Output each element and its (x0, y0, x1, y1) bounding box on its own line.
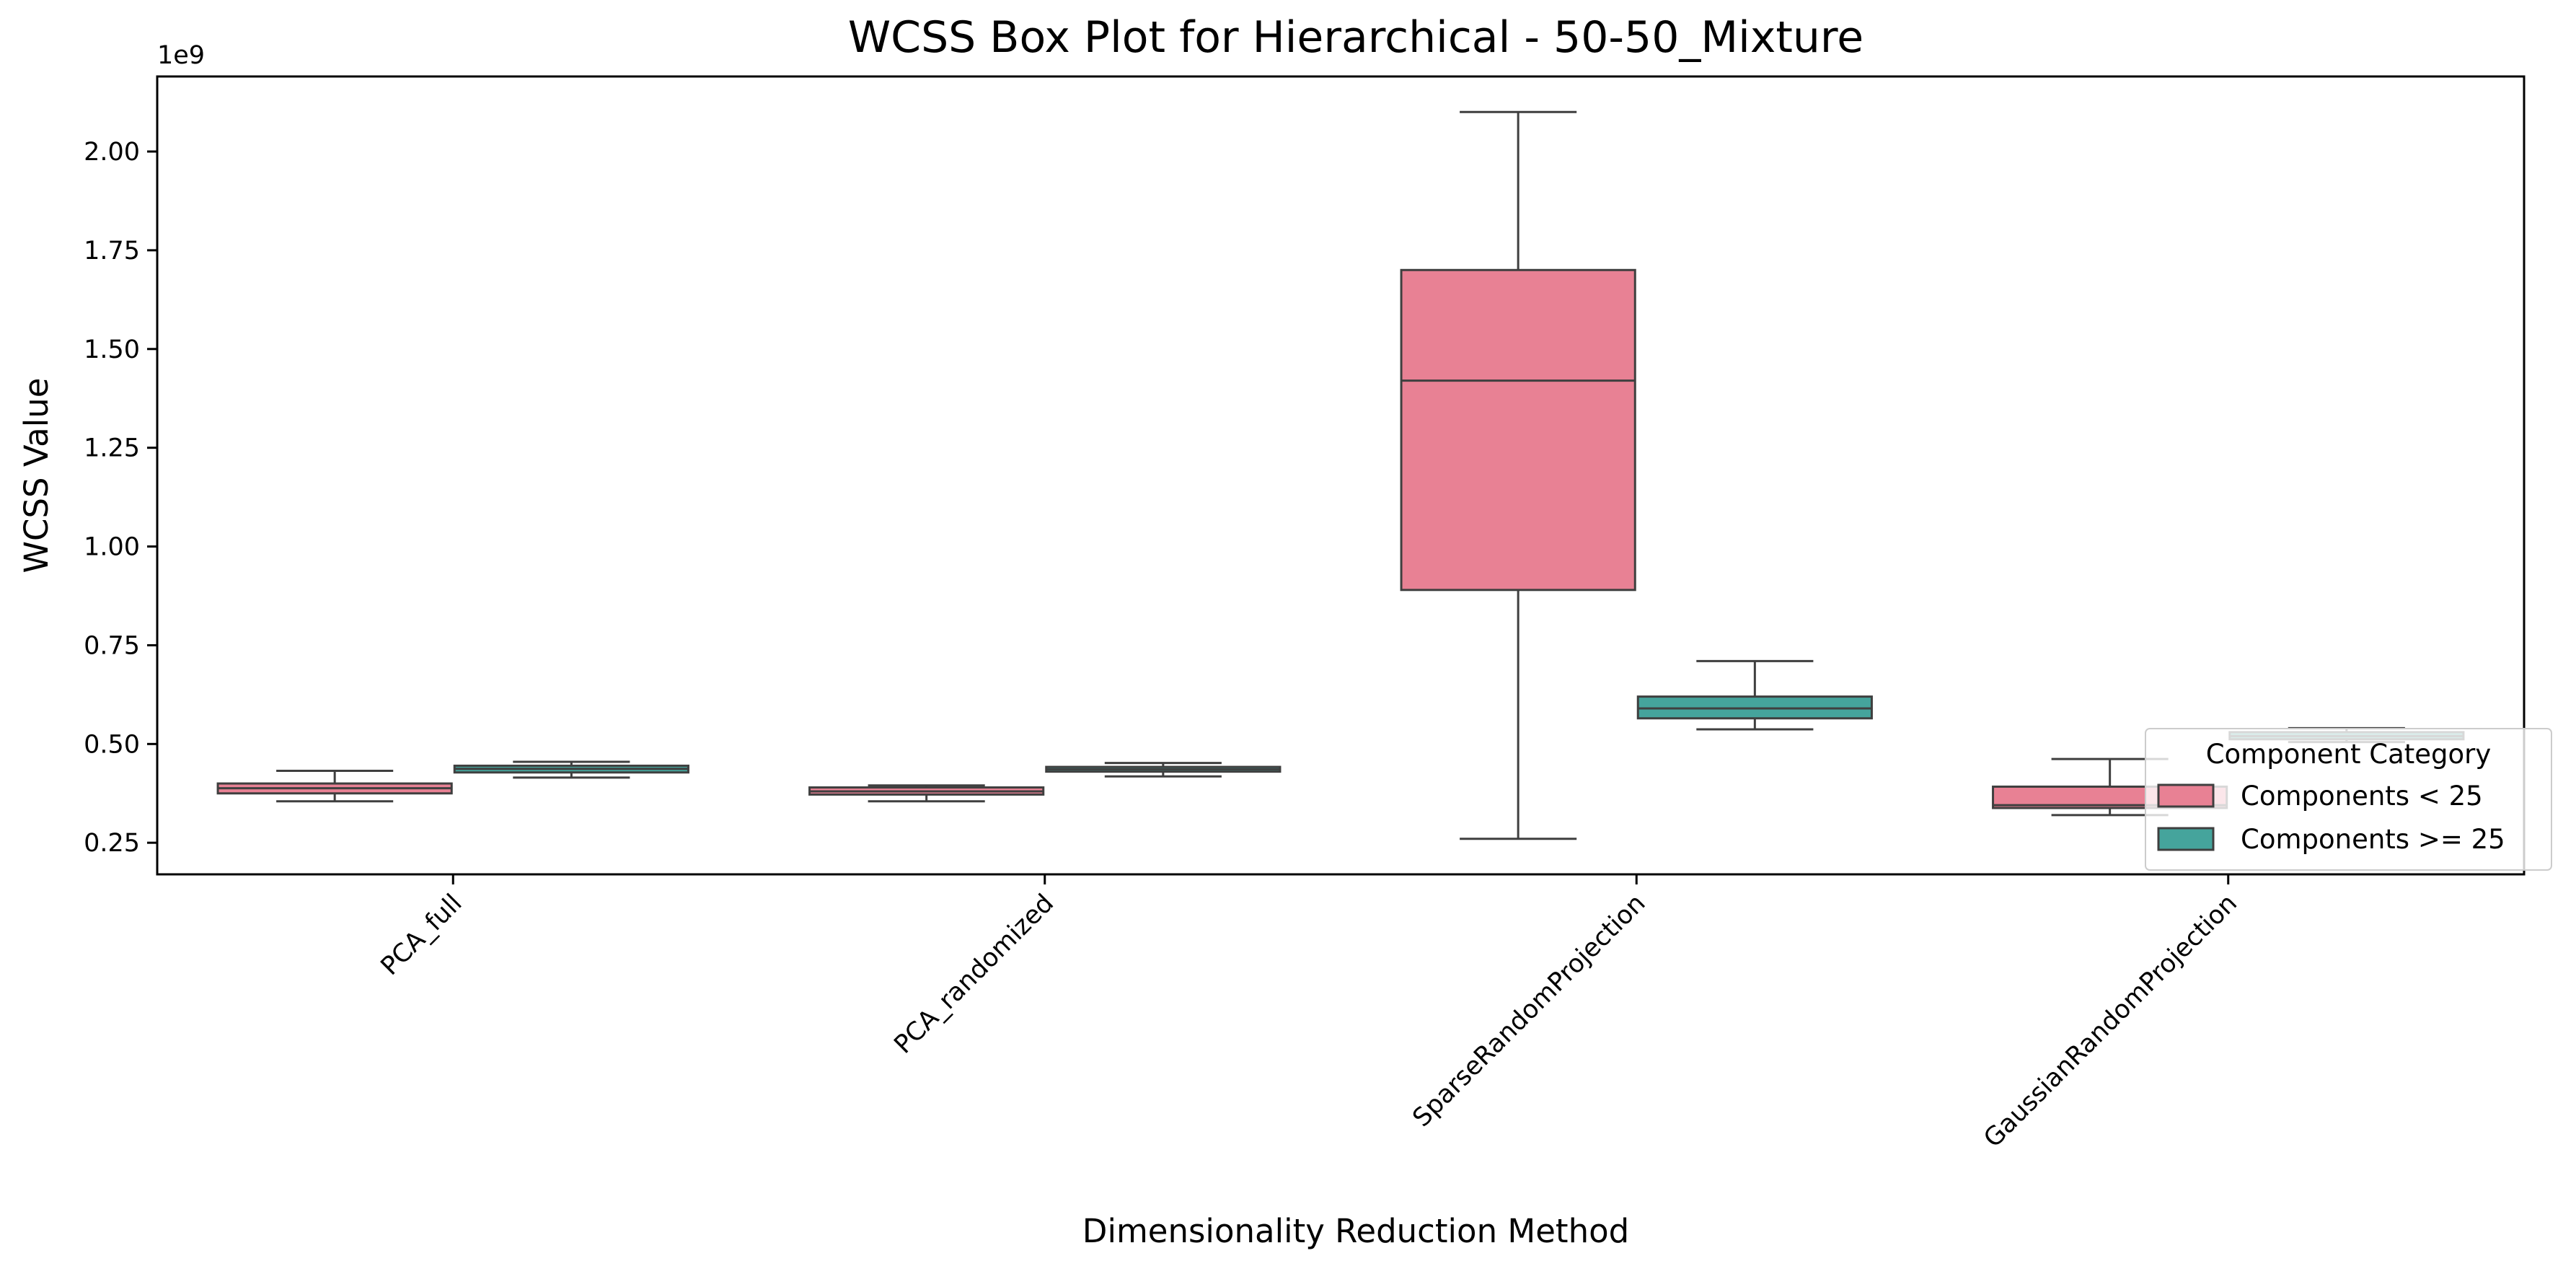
plot-frame (156, 75, 2526, 876)
legend-entry-label: Components >= 25 (2241, 824, 2505, 855)
box-1-1 (1045, 762, 1282, 778)
box-1-2 (1636, 659, 1873, 731)
y-axis: 0.25 0.50 0.75 1.00 1.25 1.50 1.75 2.00 (84, 138, 157, 858)
y-tick-label: 0.25 (84, 829, 140, 858)
y-tick-label: 1.00 (84, 533, 140, 562)
y-tick-label: 0.75 (84, 631, 140, 660)
legend-swatch (2157, 827, 2215, 851)
chart-title: WCSS Box Plot for Hierarchical - 50-50_M… (848, 12, 1863, 63)
x-axis-label: Dimensionality Reduction Method (1082, 1212, 1629, 1250)
y-tick-label: 2.00 (84, 138, 140, 167)
y-axis-label: WCSS Value (17, 378, 56, 574)
y-tick-label: 0.50 (84, 730, 140, 759)
box-0-0 (216, 770, 453, 803)
legend-entry-label: Components < 25 (2241, 781, 2483, 812)
box-0-2 (1400, 110, 1636, 840)
box-1-0 (453, 760, 689, 779)
y-axis-offset-label: 1e9 (157, 41, 205, 70)
y-tick-label: 1.50 (84, 335, 140, 364)
legend: Component Category Components < 25 Compone… (2145, 728, 2552, 871)
legend-frame (2145, 728, 2552, 871)
box-0-1 (808, 784, 1045, 803)
y-tick-label: 1.25 (84, 434, 140, 463)
box-body (1400, 268, 1636, 592)
legend-swatch (2157, 783, 2215, 808)
y-tick-label: 1.75 (84, 237, 140, 265)
legend-title: Component Category (2206, 739, 2492, 770)
